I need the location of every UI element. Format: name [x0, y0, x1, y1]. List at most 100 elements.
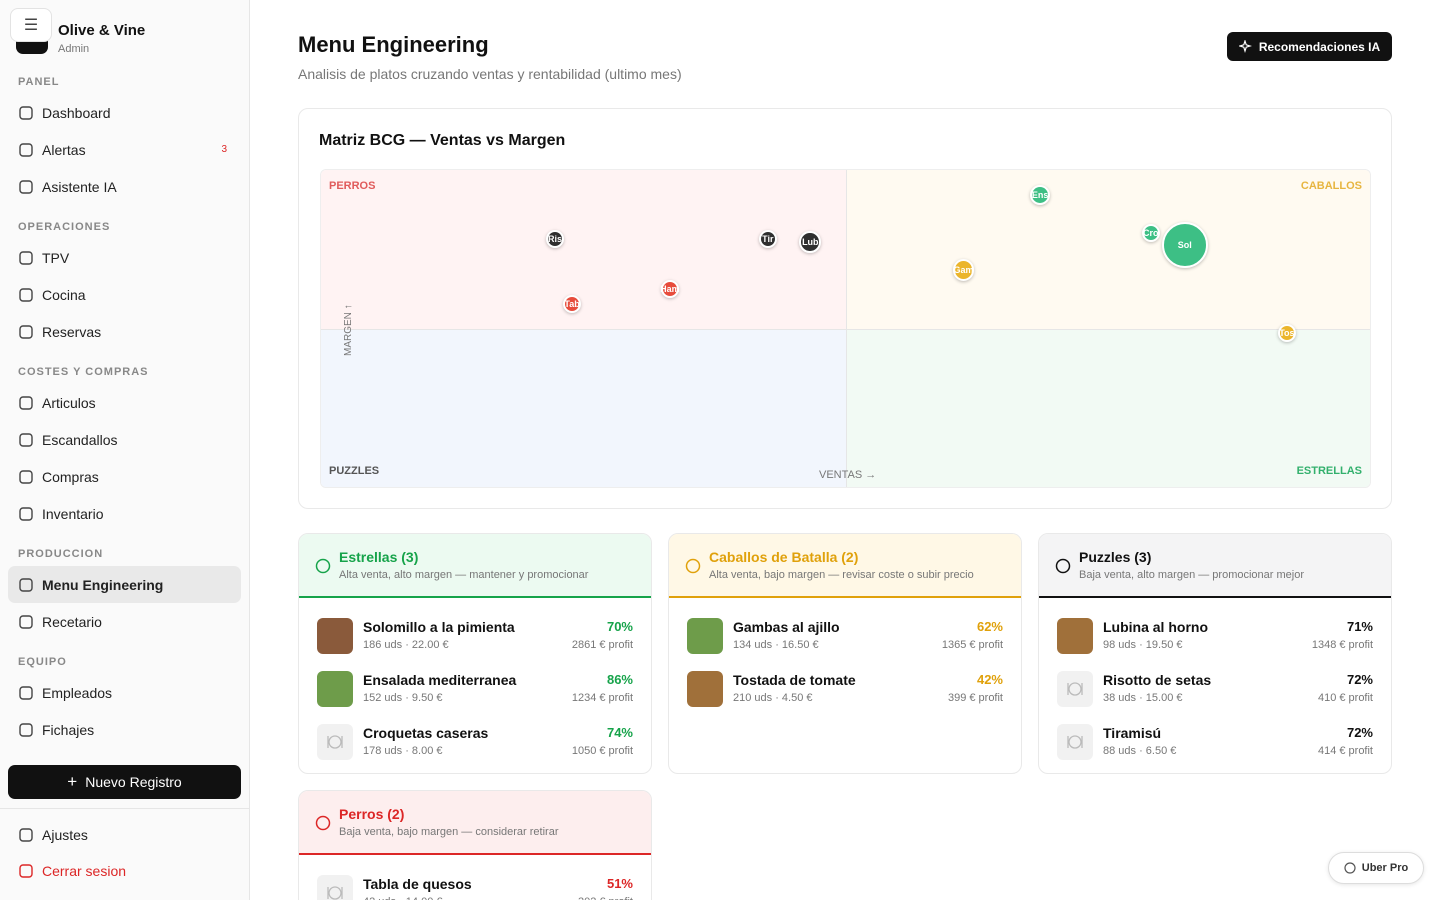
nav-section: OPERACIONES TPV Cocina Reservas [8, 217, 241, 350]
group-icon [315, 815, 331, 831]
user-role: Admin [58, 43, 90, 55]
nav-section-title: OPERACIONES [18, 221, 111, 233]
icon [19, 685, 33, 700]
nav-item-label: Dashboard [42, 104, 111, 121]
quadrant [845, 328, 1370, 487]
dish-profit: 414 € profit [1317, 745, 1373, 757]
dish-margin: 72% [1346, 672, 1373, 687]
bubble[interactable]: Tir [758, 229, 777, 248]
bubble[interactable]: Ens [1030, 185, 1050, 205]
uber-pro-button[interactable]: Uber Pro [1328, 852, 1424, 884]
matrix-plot: PERROS CABALLOS PUZZLES ESTRELLAS VENTAS… [320, 169, 1371, 488]
quadrant-label: ESTRELLAS [1296, 465, 1362, 477]
dish-list: Gambas al ajillo 134 uds · 16.50 € 62% 1365… [669, 598, 1021, 714]
dish-row[interactable]: Tostada de tomate 210 uds · 4.50 € 42% 399 … [669, 661, 1021, 714]
new-record-button[interactable]: + Nuevo Registro [8, 765, 241, 799]
nav-item[interactable]: Asistente IA [8, 168, 241, 205]
dish-profit: 302 € profit [578, 896, 633, 900]
nav-section-title: EQUIPO [18, 656, 67, 668]
nav-item[interactable]: Menu Engineering [8, 566, 241, 603]
nav: PANEL Dashboard Alertas 3 Asistente IA OPERAC… [8, 60, 241, 748]
dish-profit: 1365 € profit [941, 639, 1003, 651]
nav-item-label: Fichajes [42, 721, 95, 738]
dish-meta: 210 uds · 4.50 € [733, 692, 813, 704]
nav-item[interactable]: Reservas [8, 313, 241, 350]
sidebar: ☰ Olive & Vine Admin PANEL Dashboard Alert… [0, 0, 250, 900]
page-subtitle: Analisis de platos cruzando ventas y ren… [298, 66, 682, 82]
bubble[interactable]: Ham [660, 279, 680, 298]
dish-row[interactable]: Tabla de quesos 42 uds · 14.00 € 51% 302 € … [299, 865, 651, 900]
nav-item[interactable]: Fichajes [8, 711, 241, 748]
dish-margin: 42% [976, 672, 1003, 687]
nav-item[interactable]: Alertas 3 [8, 131, 241, 168]
nav-item-label: Compras [42, 468, 99, 485]
nav-item[interactable]: Articulos [8, 384, 241, 421]
dish-thumb [1057, 618, 1093, 654]
group-icon [1055, 558, 1071, 574]
bubble-label: Ham [660, 283, 680, 294]
bubble[interactable]: Sol [1161, 222, 1208, 269]
nav-item-label: Recetario [42, 613, 102, 630]
dish-name: Solomillo a la pimienta [363, 619, 515, 635]
bubble[interactable]: Tab [563, 295, 582, 314]
nav-item[interactable]: TPV [8, 239, 241, 276]
dish-margin: 72% [1346, 725, 1373, 740]
plate-icon [327, 886, 343, 900]
menu-toggle[interactable]: ☰ [10, 8, 52, 42]
dish-profit: 410 € profit [1317, 692, 1373, 704]
dish-name: Risotto de setas [1103, 672, 1212, 688]
bubble[interactable]: Ris [546, 229, 565, 248]
sidebar-footer: Ajustes Cerrar sesion [0, 808, 249, 889]
bubble[interactable]: Cro [1141, 223, 1160, 242]
nav-item[interactable]: Empleados [8, 674, 241, 711]
nav-item-label: Reservas [42, 323, 102, 340]
quadrant-label: PERROS [329, 180, 376, 192]
dish-row[interactable]: Croquetas caseras 178 uds · 8.00 € 74% 1050… [299, 714, 651, 767]
nav-item[interactable]: Escandallos [8, 421, 241, 458]
dish-row[interactable]: Risotto de setas 38 uds · 15.00 € 72% 410 €… [1039, 661, 1391, 714]
bubble[interactable]: Lub [799, 231, 822, 253]
nav-section-title: PANEL [18, 76, 60, 88]
dish-list: Solomillo a la pimienta 186 uds · 22.00 €… [299, 598, 651, 767]
nav-item[interactable]: Inventario [8, 495, 241, 532]
new-record-label: Nuevo Registro [85, 774, 182, 790]
group-card: Estrellas (3) Alta venta, alto margen — m… [298, 533, 652, 774]
group-description: Baja venta, bajo margen — considerar ret… [339, 826, 559, 838]
footer-item-label: Ajustes [42, 827, 88, 843]
y-axis-label: MARGEN ↑ [343, 304, 354, 356]
group-card: Caballos de Batalla (2) Alta venta, bajo … [668, 533, 1022, 774]
dish-meta: 88 uds · 6.50 € [1103, 745, 1177, 757]
page-title: Menu Engineering [298, 32, 489, 57]
nav-item[interactable]: Dashboard [8, 94, 241, 131]
group-card: Puzzles (3) Baja venta, alto margen — pro… [1038, 533, 1392, 774]
dish-row[interactable]: Lubina al horno 98 uds · 19.50 € 71% 1348 €… [1039, 608, 1391, 661]
group-header: Perros (2) Baja venta, bajo margen — cons… [299, 791, 651, 855]
icon [19, 828, 33, 842]
bubble-label: Tir [762, 233, 774, 244]
quadrant-label: CABALLOS [1300, 180, 1362, 192]
dish-row[interactable]: Ensalada mediterranea 152 uds · 9.50 € 86%… [299, 661, 651, 714]
quadrant [321, 170, 846, 329]
icon [19, 577, 33, 592]
bubble[interactable]: Tos [1277, 323, 1296, 342]
ai-button[interactable]: Recomendaciones IA [1227, 32, 1392, 61]
icon [19, 179, 33, 194]
footer-item[interactable]: Cerrar sesion [0, 853, 249, 889]
nav-item[interactable]: Recetario [8, 603, 241, 640]
dish-row[interactable]: Tiramisú 88 uds · 6.50 € 72% 414 € profit [1039, 714, 1391, 767]
nav-item-label: Escandallos [42, 431, 118, 448]
dish-profit: 1234 € profit [571, 692, 633, 704]
bubble[interactable]: Gam [952, 259, 975, 282]
dish-name: Tiramisú [1103, 725, 1162, 741]
nav-item[interactable]: Cocina [8, 276, 241, 313]
dish-row[interactable]: Solomillo a la pimienta 186 uds · 22.00 €… [299, 608, 651, 661]
nav-section: EQUIPO Empleados Fichajes [8, 652, 241, 748]
footer-item[interactable]: Ajustes [0, 817, 249, 853]
group-title: Puzzles (3) [1079, 549, 1152, 565]
bubble-label: Gam [953, 265, 974, 276]
dish-row[interactable]: Gambas al ajillo 134 uds · 16.50 € 62% 1365… [669, 608, 1021, 661]
dish-margin: 86% [606, 672, 633, 687]
plate-icon [1067, 735, 1083, 749]
nav-item[interactable]: Compras [8, 458, 241, 495]
